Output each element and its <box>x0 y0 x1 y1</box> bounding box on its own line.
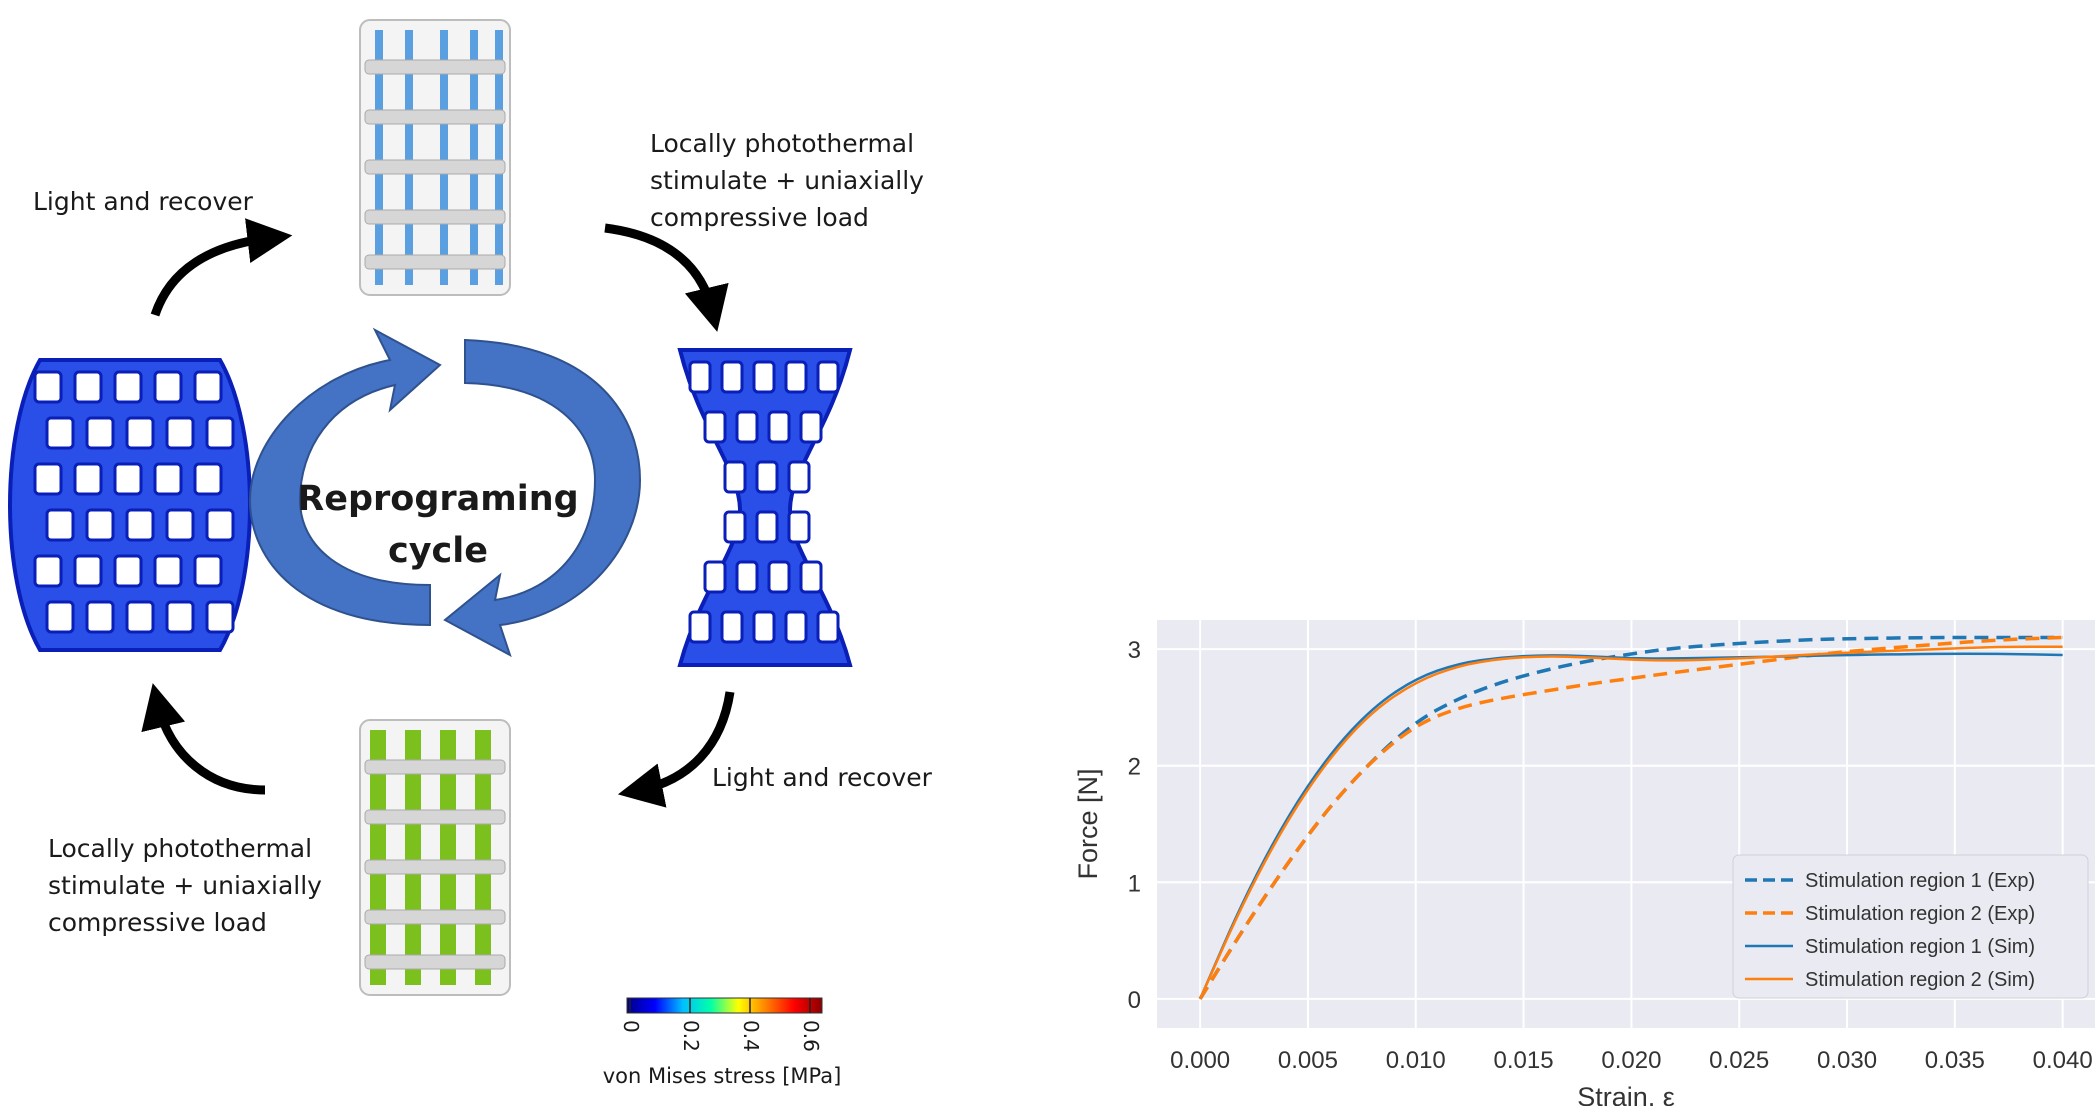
y-ticks: 0 1 2 3 <box>1128 637 1141 1014</box>
legend-box <box>1732 854 2089 999</box>
y-tick-label: 1 <box>1128 870 1141 897</box>
cycle-arrow-left <box>248 327 442 627</box>
lattice-bottom <box>359 719 511 996</box>
cycle-arrow-right <box>443 338 642 658</box>
x-axis-label: Strain, ε <box>1577 1082 1675 1106</box>
lattice-top <box>359 19 511 296</box>
lattice-right-hourglass <box>677 348 853 667</box>
svg-text:compressive load: compressive load <box>48 908 267 937</box>
force-strain-chart: 0.000 0.005 0.010 0.015 0.020 0.025 0.030 0.035… <box>1073 620 2095 1106</box>
svg-text:Locally photothermal: Locally photothermal <box>48 834 312 863</box>
y-tick-label: 0 <box>1128 987 1141 1014</box>
series-line-2 <box>1198 635 2063 1000</box>
series-line-4 <box>1198 645 2063 1000</box>
colorbar-tick-label: 0.6 <box>799 1020 823 1052</box>
svg-text:compressive load: compressive load <box>650 203 869 232</box>
x-ticks: 0.000 0.005 0.010 0.015 0.020 0.025 0.030 0.035… <box>1170 1047 2093 1074</box>
x-tick-label: 0.035 <box>1925 1047 1985 1074</box>
arrow-top-right <box>604 223 729 332</box>
step-top-left-label: Light and recover <box>33 187 254 216</box>
svg-text:stimulate + uniaxially: stimulate + uniaxially <box>650 166 924 195</box>
x-tick-label: 0.040 <box>2033 1047 2093 1074</box>
colorbar-title: von Mises stress [MPa] <box>603 1064 842 1088</box>
legend-entry: Stimulation region 1 (Exp) <box>1805 870 2035 892</box>
step-bottom-right-label: Light and recover <box>712 763 933 792</box>
arrow-bottom-right <box>617 691 735 808</box>
step-top-right-label: Locally photothermal stimulate + uniaxia… <box>650 129 924 232</box>
legend-entry: Stimulation region 2 (Sim) <box>1805 969 2035 991</box>
x-tick-label: 0.025 <box>1709 1047 1769 1074</box>
series-layer <box>1198 635 2063 1000</box>
legend-entry: Stimulation region 1 (Sim) <box>1805 936 2035 958</box>
colorbar-tick-label: 0 <box>619 1020 643 1033</box>
colorbar-tick-label: 0.4 <box>739 1020 763 1052</box>
x-tick-label: 0.015 <box>1494 1047 1554 1074</box>
x-tick-label: 0.020 <box>1601 1047 1661 1074</box>
svg-text:stimulate + uniaxially: stimulate + uniaxially <box>48 871 322 900</box>
x-tick-label: 0.010 <box>1386 1047 1446 1074</box>
legend: Stimulation region 1 (Exp) Stimulation re… <box>1732 854 2089 999</box>
reprogramming-diagram: Reprograming cycle Light and recover Loc… <box>8 19 933 1088</box>
x-tick-label: 0.030 <box>1817 1047 1877 1074</box>
y-tick-label: 2 <box>1128 754 1141 781</box>
y-tick-label: 3 <box>1128 637 1141 664</box>
cycle-label-line2: cycle <box>388 531 488 571</box>
svg-text:Locally photothermal: Locally photothermal <box>650 129 914 158</box>
x-tick-label: 0.000 <box>1170 1047 1230 1074</box>
x-tick-label: 0.005 <box>1278 1047 1338 1074</box>
y-axis-label: Force [N] <box>1073 768 1103 879</box>
colorbar: 0 0.2 0.4 0.6 von Mises stress [MPa] <box>603 997 842 1088</box>
legend-entry: Stimulation region 2 (Exp) <box>1805 903 2035 925</box>
lattice-left-barrel <box>8 358 252 652</box>
cycle-label-line1: Reprograming <box>297 479 578 519</box>
arrow-bottom-left <box>141 683 266 795</box>
colorbar-tick-label: 0.2 <box>679 1020 703 1052</box>
arrow-top-left <box>150 218 293 317</box>
step-bottom-left-label: Locally photothermal stimulate + uniaxia… <box>48 834 322 937</box>
